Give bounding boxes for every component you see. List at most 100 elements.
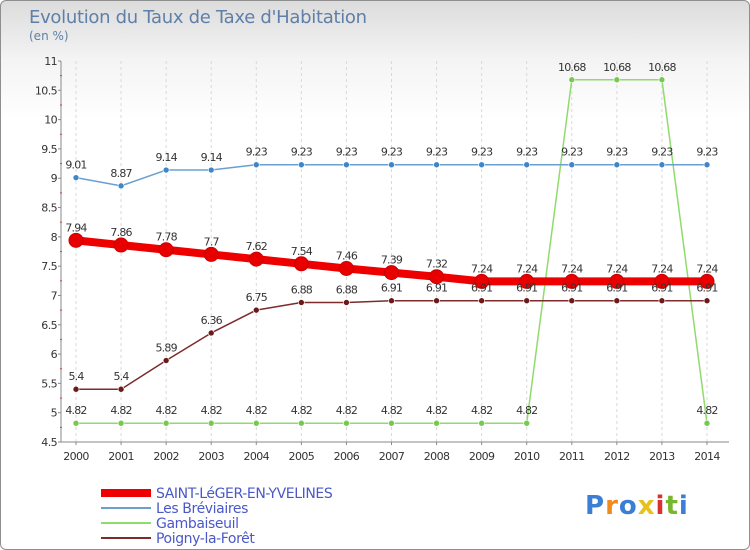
series-point-2-13	[658, 76, 666, 84]
data-label-1-4: 9.23	[246, 146, 268, 159]
x-tick-label: 2010	[514, 450, 540, 463]
data-label-0-6: 7.46	[336, 249, 358, 262]
data-label-1-6: 9.23	[336, 146, 358, 159]
series-point-1-7	[388, 161, 395, 169]
data-label-3-7: 6.91	[381, 282, 402, 295]
series-point-0-3	[203, 246, 219, 262]
series-point-3-14	[703, 297, 711, 305]
series-point-0-13	[654, 273, 670, 289]
data-label-0-0: 7.94	[65, 221, 87, 234]
series-point-3-2	[162, 357, 170, 364]
legend-label-poigny: Poigny-la-Forêt	[156, 531, 255, 547]
data-label-1-10: 9.23	[516, 146, 538, 159]
legend-label-gambaiseuil: Gambaiseuil	[156, 516, 239, 532]
data-label-3-9: 6.91	[471, 282, 492, 295]
y-tick-label: 4.5	[41, 436, 57, 449]
data-label-2-7: 4.82	[381, 404, 402, 417]
series-point-1-3	[207, 166, 215, 174]
x-tick-label: 2008	[424, 450, 450, 463]
data-label-3-12: 6.91	[606, 282, 627, 295]
x-tick-label: 2011	[559, 450, 585, 463]
data-label-1-8: 9.23	[426, 146, 448, 159]
series-point-0-12	[609, 273, 625, 289]
y-tick-label: 10.5	[35, 84, 58, 97]
series-point-0-6	[338, 260, 354, 276]
series-point-2-1	[117, 419, 125, 427]
data-label-3-2: 5.89	[155, 342, 177, 355]
data-label-0-13: 7.24	[651, 262, 673, 275]
y-tick-label: 10	[44, 114, 57, 127]
series-point-1-4	[252, 161, 260, 169]
chart-title: Evolution du Taux de Taxe d'Habitation	[29, 7, 367, 28]
legend-item-saint-leger: SAINT-LéGER-EN-YVELINES	[101, 486, 401, 502]
data-label-3-3: 6.36	[201, 314, 223, 327]
data-label-2-1: 4.82	[110, 404, 131, 417]
y-tick-label: 6.5	[41, 319, 57, 332]
logo-letter: t	[665, 491, 679, 521]
series-point-1-11	[568, 161, 576, 169]
series-point-1-0	[72, 174, 80, 181]
series-point-2-2	[162, 419, 170, 427]
data-label-3-4: 6.75	[246, 291, 268, 304]
data-label-2-6: 4.82	[336, 404, 357, 417]
series-point-2-7	[388, 419, 395, 427]
series-point-1-6	[343, 161, 350, 169]
legend-swatch-saint-leger	[101, 489, 151, 497]
data-label-1-14: 9.23	[696, 146, 718, 159]
series-point-2-11	[568, 76, 576, 84]
data-label-2-12: 10.68	[603, 61, 631, 74]
data-label-0-14: 7.24	[696, 262, 718, 275]
y-tick-label: 7	[51, 289, 58, 302]
legend-swatch-les-breviaires	[101, 507, 151, 509]
data-label-0-10: 7.24	[516, 262, 538, 275]
data-label-2-13: 10.68	[648, 61, 676, 74]
series-point-0-4	[248, 251, 264, 267]
data-label-2-5: 4.82	[291, 404, 312, 417]
series-point-0-9	[474, 273, 490, 289]
series-point-0-10	[519, 273, 535, 289]
series-point-3-11	[568, 297, 576, 305]
series-point-2-12	[613, 76, 621, 84]
x-tick-label: 2002	[153, 450, 179, 463]
series-point-2-14	[703, 419, 711, 427]
data-label-2-8: 4.82	[426, 404, 447, 417]
series-point-1-12	[613, 161, 621, 169]
series-point-3-6	[343, 299, 350, 306]
y-tick-label: 6	[51, 348, 58, 361]
series-point-0-0	[68, 232, 84, 248]
series-point-3-13	[658, 297, 666, 305]
data-label-1-0: 9.01	[65, 159, 86, 172]
series-point-0-8	[429, 269, 445, 285]
series-point-3-5	[298, 299, 305, 306]
series-point-2-4	[252, 419, 260, 427]
series-point-0-5	[293, 256, 309, 272]
logo-letter: x	[637, 491, 656, 521]
logo-letter: i	[655, 491, 666, 521]
series-point-1-13	[658, 161, 666, 169]
series-point-3-9	[478, 297, 485, 305]
series-point-3-12	[613, 297, 621, 305]
data-label-2-2: 4.82	[155, 404, 176, 417]
data-label-0-7: 7.39	[381, 254, 403, 267]
series-point-2-9	[478, 419, 485, 427]
data-label-1-13: 9.23	[651, 146, 673, 159]
data-label-2-0: 4.82	[65, 404, 86, 417]
series-point-0-2	[158, 242, 174, 258]
data-label-1-11: 9.23	[561, 146, 583, 159]
data-label-3-14: 6.91	[696, 282, 717, 295]
logo-letter: i	[678, 491, 689, 521]
x-tick-label: 2014	[694, 450, 720, 463]
legend-label-saint-leger: SAINT-LéGER-EN-YVELINES	[156, 486, 333, 502]
series-point-0-11	[564, 273, 580, 289]
series-point-1-14	[703, 161, 711, 169]
x-tick-label: 2007	[379, 450, 405, 463]
legend-swatch-gambaiseuil	[101, 522, 151, 524]
series-point-3-0	[72, 385, 80, 393]
x-tick-label: 2000	[63, 450, 89, 463]
series-point-3-10	[523, 297, 531, 305]
data-label-1-9: 9.23	[471, 146, 493, 159]
series-point-2-6	[343, 419, 350, 427]
logo-letter: o	[618, 491, 638, 521]
data-label-1-3: 9.14	[201, 151, 223, 164]
